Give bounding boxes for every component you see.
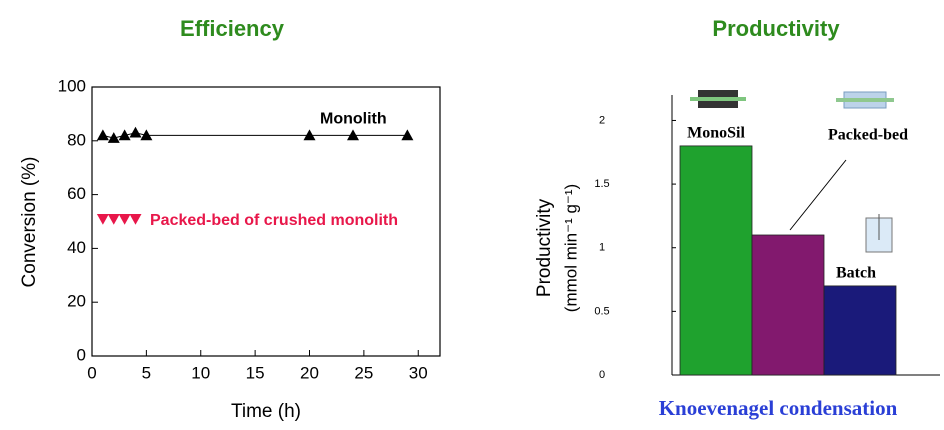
y-tick-label: 1.5	[594, 178, 609, 190]
category-label: MonoSil	[687, 125, 745, 142]
y-tick-label: 2	[599, 114, 605, 126]
bar	[680, 146, 752, 375]
data-point	[347, 129, 359, 140]
leader-line	[790, 160, 846, 230]
x-axis-label: Time (h)	[231, 401, 301, 422]
y-tick-label: 0	[599, 369, 605, 381]
series-label: Monolith	[320, 111, 387, 128]
data-point	[97, 214, 109, 225]
data-point	[97, 129, 109, 140]
data-point	[401, 129, 413, 140]
x-tick-label: 5	[142, 363, 151, 382]
x-tick-label: 30	[409, 363, 428, 382]
y-tick-label: 1	[599, 242, 605, 254]
y-axis-label: Conversion (%)	[19, 157, 40, 288]
chart-title: Productivity	[712, 16, 840, 41]
y-axis-label: Productivity	[534, 198, 555, 297]
x-tick-label: 20	[300, 363, 319, 382]
category-label: Packed-bed	[828, 127, 908, 144]
page: {"chart_data": [ {"type": "scatter", "ti…	[0, 0, 944, 430]
series-label: Packed-bed of crushed monolith	[150, 212, 398, 229]
y-tick-label: 100	[58, 76, 86, 95]
monolith-icon	[690, 90, 746, 108]
y-tick-label: 80	[67, 130, 86, 149]
y-tick-label: 40	[67, 238, 86, 257]
x-axis-label: Knoevenagel condensation	[659, 396, 898, 420]
y-tick-label: 0.5	[594, 305, 609, 317]
data-point	[130, 214, 142, 225]
data-point	[108, 214, 120, 225]
data-point	[304, 129, 316, 140]
x-tick-label: 25	[354, 363, 373, 382]
batch-icon	[866, 214, 892, 252]
data-point	[119, 214, 131, 225]
x-tick-label: 15	[246, 363, 265, 382]
y-tick-label: 0	[77, 345, 86, 364]
y-tick-label: 20	[67, 292, 86, 311]
bar	[824, 286, 896, 375]
bar	[752, 235, 824, 375]
x-tick-label: 0	[87, 363, 96, 382]
data-point	[130, 127, 142, 138]
figure: Efficiency Productivity Time (h) Convers…	[0, 0, 944, 430]
y-axis-unit: (mmol min⁻¹ g⁻¹)	[561, 184, 580, 312]
category-label: Batch	[836, 265, 876, 282]
packed-bed-icon	[836, 92, 894, 108]
x-tick-label: 10	[191, 363, 210, 382]
y-tick-label: 60	[67, 184, 86, 203]
chart-title: Efficiency	[180, 16, 285, 41]
